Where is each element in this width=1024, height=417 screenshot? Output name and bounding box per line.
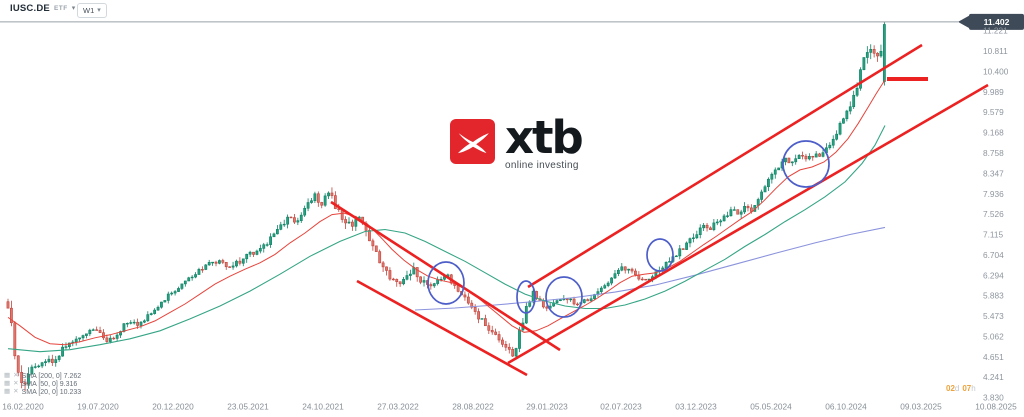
indicator-row: ▦ ✕ SMA [20, 0] 10.233 [4, 388, 81, 396]
date-tick-label: 28.08.2022 [452, 402, 494, 412]
symbol-selector[interactable]: IUSC.DE ETF ▾ [10, 3, 75, 14]
chevron-down-icon: ▾ [71, 5, 76, 12]
instrument-type-label: ETF [53, 5, 68, 12]
price-tick-label: 6.704 [983, 250, 1004, 260]
xtb-logo-icon [450, 119, 495, 164]
price-tick-label: 5.473 [983, 311, 1004, 321]
trendline[interactable] [507, 83, 989, 365]
brand-name: xtb [505, 111, 584, 164]
price-tick-label: 10.811 [983, 46, 1008, 56]
countdown-hours-unit: h [971, 384, 976, 393]
current-price-badge [969, 13, 1024, 30]
countdown-days: 02 [946, 384, 955, 393]
price-tick-label: 3.830 [983, 393, 1004, 403]
xtb-watermark: xtb online investing [450, 111, 584, 171]
trendline[interactable] [356, 279, 528, 377]
date-tick-label: 23.05.2021 [227, 402, 269, 412]
date-tick-label: 20.12.2020 [152, 402, 194, 412]
indicator-legend: ▦ ✕ SMA [200, 0] 7.262 ▦ ✕ SMA [50, 0] 9… [4, 372, 81, 396]
timeframe-label: W1 [83, 6, 95, 15]
price-tick-label: 6.294 [983, 270, 1004, 280]
date-tick-label: 24.10.2021 [302, 402, 344, 412]
price-badge-arrow-icon [958, 15, 969, 28]
price-tick-label: 7.526 [983, 209, 1004, 219]
date-tick-label: 09.03.2025 [900, 402, 942, 412]
price-tick-label: 9.168 [983, 128, 1004, 138]
candles [6, 21, 886, 391]
price-tick-label: 7.115 [983, 230, 1004, 240]
indicator-row: ▦ ✕ SMA [200, 0] 7.262 [4, 372, 81, 380]
analysis-ellipse[interactable] [545, 276, 583, 318]
date-tick-label: 27.03.2022 [377, 402, 419, 412]
indicator-row: ▦ ✕ SMA [50, 0] 9.316 [4, 380, 81, 388]
date-tick-label: 29.01.2023 [526, 402, 568, 412]
indicator-label: SMA [200, 0] 7.262 [21, 372, 82, 380]
price-tick-label: 8.758 [983, 148, 1004, 158]
current-price-value: 11.402 [984, 17, 1010, 27]
price-tick-label: 11.221 [983, 26, 1008, 36]
indicator-label: SMA [20, 0] 10.233 [21, 388, 82, 396]
xtb-bird-glyph [457, 132, 489, 153]
remove-indicator-icon[interactable]: ✕ [13, 379, 19, 387]
date-tick-label: 10.08.2025 [975, 402, 1017, 412]
price-tick-label: 5.062 [983, 332, 1004, 342]
price-tick-label: 8.347 [983, 168, 1004, 178]
countdown-days-unit: d [954, 384, 960, 393]
analysis-ellipse[interactable] [427, 261, 465, 305]
price-tick-label: 5.883 [983, 291, 1004, 301]
time-axis[interactable]: 16.02.2020 19.07.2020 20.12.2020 23.05.2021… [2, 402, 1017, 412]
xtb-wordmark: xtb online investing [505, 111, 584, 171]
analysis-ellipse[interactable] [516, 280, 536, 314]
remove-indicator-icon[interactable]: ✕ [13, 387, 19, 395]
candle-countdown: 02d 07h [946, 384, 979, 393]
countdown-hours: 07 [962, 384, 972, 393]
sma-200-line[interactable] [414, 226, 886, 311]
price-tick-label: 4.241 [983, 372, 1004, 382]
remove-indicator-icon[interactable]: ✕ [13, 371, 19, 379]
trendline[interactable] [527, 43, 923, 289]
indicator-label: SMA [50, 0] 9.316 [21, 380, 78, 388]
price-tick-label: 7.936 [983, 189, 1004, 199]
toolbar: IUSC.DE ETF ▾ W1 ▾ [0, 0, 1024, 22]
sma-50-line[interactable] [7, 125, 886, 353]
brand-tagline: online investing [505, 159, 579, 171]
date-tick-label: 06.10.2024 [825, 402, 867, 412]
date-tick-label: 05.05.2024 [750, 402, 792, 412]
price-tick-label: 10.400 [983, 66, 1009, 76]
price-tick-label: 9.989 [983, 87, 1004, 97]
price-axis[interactable]: 11.221 10.811 10.400 9.989 9.579 9.168 8.758 8.… [983, 26, 1009, 403]
indicator-settings-icon[interactable]: ▦ [4, 371, 11, 379]
sma-20-line[interactable] [7, 79, 886, 346]
indicator-settings-icon[interactable]: ▦ [4, 379, 11, 387]
date-tick-label: 03.12.2023 [675, 402, 717, 412]
price-tick-label: 9.579 [983, 107, 1004, 117]
timeframe-select[interactable]: W1 ▾ [77, 3, 107, 18]
analysis-ellipse[interactable] [782, 140, 830, 188]
symbol-label: IUSC.DE [10, 3, 50, 14]
date-tick-label: 16.02.2020 [2, 402, 44, 412]
indicator-settings-icon[interactable]: ▦ [4, 387, 11, 395]
date-tick-label: 19.07.2020 [77, 402, 119, 412]
date-tick-label: 02.07.2023 [600, 402, 642, 412]
chevron-down-icon: ▾ [97, 7, 101, 14]
analysis-ellipse[interactable] [646, 238, 674, 272]
price-tick-label: 4.651 [983, 352, 1004, 362]
trendline[interactable] [330, 200, 561, 352]
